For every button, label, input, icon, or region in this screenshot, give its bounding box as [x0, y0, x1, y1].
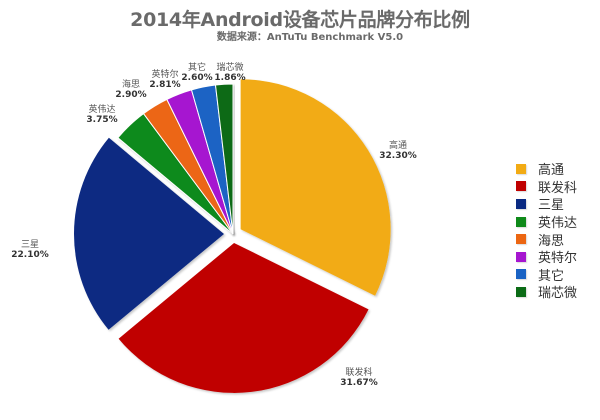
slice-label-percent: 1.86% [214, 73, 246, 83]
pie-slice [74, 137, 225, 330]
slice-label: 英特尔 2.81% [149, 70, 180, 90]
legend-label: 英伟达 [538, 216, 578, 232]
slice-label-name: 三星 [20, 240, 39, 250]
slice-label-name: 高通 [388, 141, 407, 151]
legend-item: 英特尔 [516, 248, 577, 266]
slice-label-percent: 31.67% [340, 378, 378, 388]
legend-label: 高通 [538, 163, 565, 179]
legend-label: 英特尔 [538, 251, 578, 267]
slice-label-name: 英伟达 [88, 105, 116, 115]
legend-swatch-icon [516, 251, 526, 262]
legend-item: 其它 [516, 266, 577, 284]
slice-label: 其它 2.60% [181, 63, 212, 83]
legend-item: 瑞芯微 [516, 283, 577, 301]
legend-label: 三星 [538, 198, 565, 214]
legend-label: 其它 [538, 268, 565, 284]
slice-label: 英伟达 3.75% [86, 105, 117, 125]
legend-label: 海思 [538, 233, 565, 249]
legend-swatch-icon [516, 198, 526, 209]
slice-label-name: 英特尔 [151, 70, 179, 80]
slice-label: 三星 22.10% [11, 240, 49, 260]
legend-item: 高通 [516, 160, 577, 178]
slice-label-name: 瑞芯微 [216, 63, 244, 73]
slice-label-name: 海思 [121, 80, 141, 90]
legend-item: 联发科 [516, 178, 577, 196]
slice-label-name: 联发科 [345, 368, 373, 378]
pie-slice [118, 242, 369, 393]
slice-label-percent: 3.75% [86, 115, 118, 125]
pie-slice [240, 79, 391, 296]
legend-swatch-icon [516, 216, 526, 227]
slice-label: 联发科 31.67% [340, 368, 378, 388]
slice-label-percent: 32.30% [379, 151, 417, 161]
legend-item: 三星 [516, 195, 577, 213]
legend-item: 海思 [516, 230, 577, 249]
slice-label-name: 其它 [187, 63, 207, 73]
slice-label: 高通 32.30% [379, 141, 417, 161]
legend-swatch-icon [516, 163, 526, 174]
slice-label-percent: 2.60% [181, 73, 213, 83]
legend-item: 英伟达 [516, 213, 577, 231]
legend-label: 联发科 [538, 180, 578, 196]
chart-subtitle: 数据来源：AnTuTu Benchmark V5.0 [216, 32, 404, 43]
pie-slice [214, 83, 234, 235]
legend: 高通 联发科三星英伟达 海思英特尔 其它瑞芯微 [516, 160, 577, 301]
legend-swatch-icon [516, 234, 526, 245]
slice-label: 海思 2.90% [115, 80, 146, 100]
slice-label-percent: 2.81% [149, 80, 181, 90]
slice-label: 瑞芯微 1.86% [214, 63, 245, 83]
legend-swatch-icon [516, 269, 526, 280]
chart-title: 2014年Android设备芯片品牌分布比例 [130, 9, 470, 31]
slice-label-percent: 2.90% [115, 90, 147, 100]
slice-label-percent: 22.10% [11, 250, 49, 260]
legend-swatch-icon [516, 181, 526, 192]
legend-label: 瑞芯微 [538, 286, 578, 302]
legend-swatch-icon [516, 286, 526, 297]
